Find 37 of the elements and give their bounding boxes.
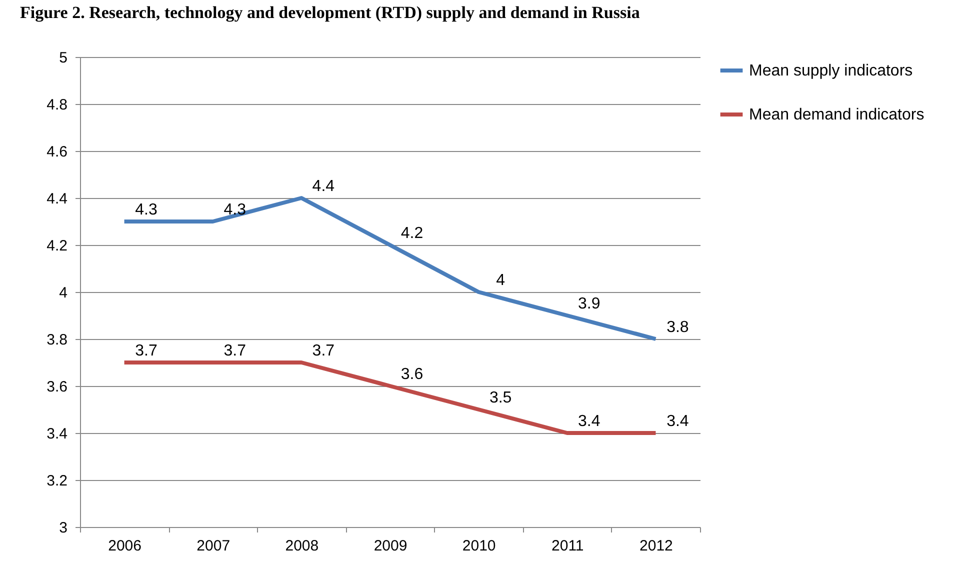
chart-title: Figure 2. Research, technology and development (RTD) supply and demand in Russia [20, 3, 640, 22]
data-label: 3.8 [666, 319, 689, 336]
data-label: 4.3 [135, 202, 158, 218]
data-label: 3.9 [578, 296, 600, 312]
data-label: 3.6 [400, 366, 424, 383]
x-tick-label: 2008 [285, 538, 319, 554]
y-tick-label: 5 [59, 50, 68, 66]
data-label: 3.5 [489, 390, 512, 406]
data-label: 3.7 [312, 342, 335, 360]
y-tick-label: 3.4 [46, 426, 68, 442]
data-label: 4.2 [400, 225, 424, 242]
data-label: 3.7 [224, 342, 246, 360]
data-label: 4.4 [312, 178, 335, 195]
x-tick-label: 2009 [374, 538, 408, 554]
y-tick-label: 4.8 [46, 96, 68, 114]
legend-label: Mean demand indicators [749, 106, 924, 124]
x-tick-label: 2012 [640, 538, 673, 554]
legend-label: Mean supply indicators [749, 62, 913, 80]
y-tick-label: 4 [59, 284, 68, 302]
x-tick-label: 2007 [196, 538, 230, 554]
data-label: 3.7 [135, 342, 158, 360]
data-label: 3.4 [666, 413, 689, 430]
y-tick-label: 3.6 [46, 378, 68, 396]
y-tick-label: 3 [59, 520, 68, 536]
y-tick-label: 4.4 [46, 190, 68, 208]
line-series [122, 360, 658, 435]
line-series [122, 196, 658, 341]
y-tick-label: 4.2 [46, 238, 68, 254]
data-label: 4.3 [224, 202, 246, 218]
y-tick-label: 3.2 [46, 472, 68, 490]
y-tick-label: 4.6 [46, 144, 68, 160]
data-label: 3.4 [578, 413, 600, 430]
x-tick-label: 2011 [552, 538, 584, 554]
x-tick-label: 2006 [108, 538, 142, 554]
data-label: 4 [496, 272, 506, 289]
x-tick-label: 2010 [462, 538, 496, 554]
y-tick-label: 3.8 [46, 332, 68, 348]
